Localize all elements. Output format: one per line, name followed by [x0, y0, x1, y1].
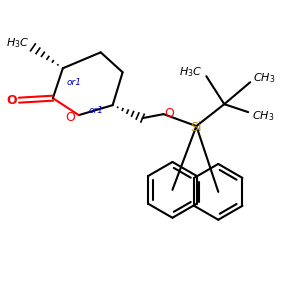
Text: $H_3C$: $H_3C$ [179, 65, 202, 79]
Text: Si: Si [190, 121, 202, 134]
Text: $CH_3$: $CH_3$ [253, 71, 275, 85]
Text: O: O [6, 94, 17, 107]
Text: or1: or1 [67, 78, 82, 87]
Text: $CH_3$: $CH_3$ [252, 109, 274, 123]
Text: $H_3C$: $H_3C$ [6, 37, 29, 50]
Text: O: O [164, 106, 174, 120]
Text: O: O [65, 111, 75, 124]
Text: or1: or1 [89, 106, 104, 115]
